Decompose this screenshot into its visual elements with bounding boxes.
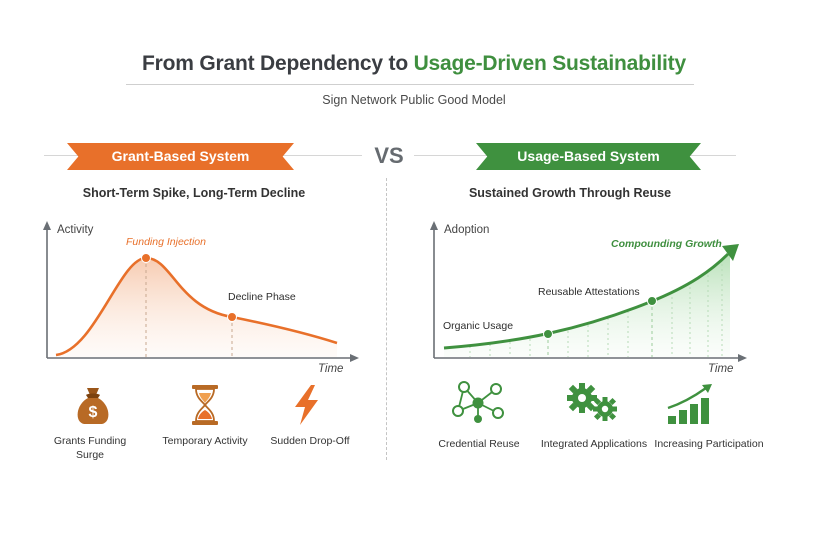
lightning-icon — [289, 382, 323, 433]
peak-point — [141, 253, 151, 263]
left-x-arrow — [350, 354, 359, 362]
page-subtitle: Sign Network Public Good Model — [322, 93, 506, 107]
page-title: From Grant Dependency to Usage-Driven Su… — [0, 52, 828, 76]
organic-usage-annotation: Organic Usage — [443, 320, 514, 332]
compounding-growth-annotation: Compounding Growth — [611, 238, 722, 250]
caption-integrated-applications: Integrated Applications — [540, 438, 648, 450]
reusable-point — [647, 296, 657, 306]
caption-sudden-drop-off: Sudden Drop-Off — [270, 435, 350, 447]
decline-phase-annotation: Decline Phase — [228, 291, 296, 303]
svg-text:$: $ — [89, 404, 98, 421]
grant-based-banner: Grant-Based System — [67, 143, 294, 170]
decline-point — [227, 312, 237, 322]
vs-label: VS — [374, 143, 404, 168]
left-y-axis-label: Activity — [57, 224, 94, 236]
right-heading: Sustained Growth Through Reuse — [468, 186, 672, 200]
caption-credential-reuse: Credential Reuse — [438, 438, 520, 450]
usage-area-fill — [444, 252, 730, 357]
caption-grants-funding: Grants Funding Surge — [53, 435, 127, 461]
right-x-arrow — [738, 354, 747, 362]
reusable-attestations-annotation: Reusable Attestations — [538, 286, 640, 298]
left-y-arrow — [43, 221, 51, 230]
usage-based-banner: Usage-Based System — [476, 143, 701, 170]
grant-curve — [55, 256, 338, 357]
title-accent: Usage-Driven Sustainability — [413, 52, 687, 75]
network-nodes-icon — [444, 379, 512, 430]
vertical-dashed-divider — [386, 178, 387, 460]
right-x-axis-label: Time — [708, 363, 734, 375]
money-bag-icon: $ — [70, 382, 116, 433]
bar-growth-icon — [664, 382, 720, 431]
caption-increasing-participation: Increasing Participation — [654, 438, 764, 450]
usage-arrowhead — [722, 244, 739, 261]
title-rule — [126, 84, 694, 85]
usage-hatch-lines — [469, 259, 723, 357]
organic-point — [543, 329, 553, 339]
right-y-axis-label: Adoption — [444, 224, 490, 236]
title-prefix: From Grant Dependency to — [142, 52, 414, 75]
right-y-arrow — [430, 221, 438, 230]
usage-curve — [443, 252, 730, 350]
funding-injection-annotation: Funding Injection — [126, 236, 206, 248]
left-heading: Short-Term Spike, Long-Term Decline — [82, 186, 306, 200]
left-x-axis-label: Time — [318, 363, 344, 375]
caption-temporary-activity: Temporary Activity — [162, 435, 248, 447]
grant-area-fill — [56, 258, 337, 357]
gears-icon — [562, 380, 624, 429]
hourglass-icon — [189, 382, 221, 433]
